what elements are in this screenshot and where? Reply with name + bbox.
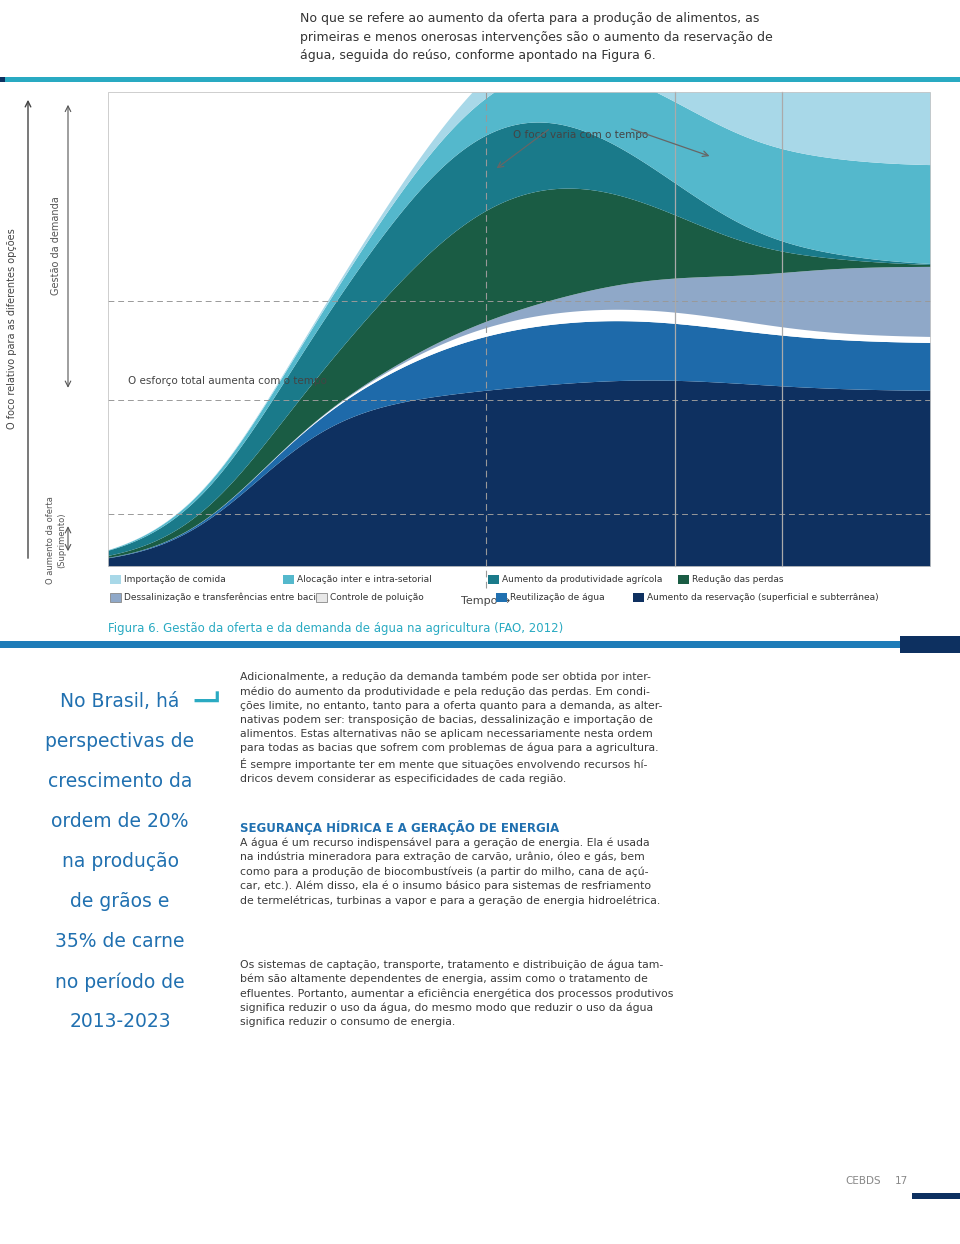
Text: 35% de carne: 35% de carne [56, 932, 184, 950]
Text: CEBDS: CEBDS [845, 1176, 880, 1186]
Text: Figura 6. Gestão da oferta e da demanda de água na agricultura (FAO, 2012): Figura 6. Gestão da oferta e da demanda … [108, 622, 564, 634]
Text: perspectivas de: perspectivas de [45, 731, 195, 751]
Text: O esforço total aumenta com o tempo: O esforço total aumenta com o tempo [128, 376, 326, 386]
Bar [110, 593, 121, 602]
Text: SEGURANÇA HÍDRICA E A GERAÇÃO DE ENERGIA: SEGURANÇA HÍDRICA E A GERAÇÃO DE ENERGIA [240, 820, 560, 835]
Text: O aumento da oferta
(Suprimento): O aumento da oferta (Suprimento) [46, 496, 66, 583]
Text: ⌐: ⌐ [182, 677, 215, 715]
Bar [496, 593, 507, 602]
Text: Aumento da reservação (superficial e subterrânea): Aumento da reservação (superficial e sub… [647, 593, 878, 602]
Text: Reutilização de água: Reutilização de água [510, 593, 605, 602]
Text: No Brasil, há: No Brasil, há [60, 692, 180, 712]
Bar [900, 636, 960, 653]
Text: ordem de 20%: ordem de 20% [51, 812, 189, 831]
Text: Importação de comida: Importação de comida [124, 575, 226, 583]
Text: Tempo →: Tempo → [462, 596, 511, 606]
Text: Adicionalmente, a redução da demanda também pode ser obtida por inter-
médio do : Adicionalmente, a redução da demanda tam… [240, 672, 662, 784]
Text: 2013-2023: 2013-2023 [69, 1013, 171, 1031]
Text: no período de: no período de [55, 972, 185, 991]
Bar [0, 641, 900, 648]
Text: de grãos e: de grãos e [70, 892, 170, 911]
Bar [633, 593, 644, 602]
Text: Os sistemas de captação, transporte, tratamento e distribuição de água tam-
bém : Os sistemas de captação, transporte, tra… [240, 959, 673, 1028]
Bar [108, 92, 930, 566]
Text: na produção: na produção [61, 852, 179, 871]
Bar [108, 92, 930, 566]
Text: Dessalinização e transferências entre bacias: Dessalinização e transferências entre ba… [124, 592, 326, 602]
Text: O foco relativo para as diferentes opções: O foco relativo para as diferentes opçõe… [7, 229, 17, 429]
Text: Controle de poluição: Controle de poluição [330, 593, 423, 602]
Bar [283, 575, 294, 583]
Text: Alocação inter e intra-setorial: Alocação inter e intra-setorial [297, 575, 432, 583]
Text: crescimento da: crescimento da [48, 773, 192, 791]
Text: Redução das perdas: Redução das perdas [692, 575, 783, 583]
Text: 17: 17 [895, 1176, 908, 1186]
Text: No que se refere ao aumento da oferta para a produção de alimentos, as
primeiras: No que se refere ao aumento da oferta pa… [300, 12, 773, 62]
Text: O foco varia com o tempo: O foco varia com o tempo [513, 131, 648, 141]
Bar [488, 575, 499, 583]
Bar [110, 575, 121, 583]
Bar [0, 77, 5, 82]
Bar [678, 575, 689, 583]
Bar [0, 77, 960, 82]
Text: Aumento da produtividade agrícola: Aumento da produtividade agrícola [502, 575, 662, 583]
Bar [912, 1193, 960, 1199]
Bar [316, 593, 327, 602]
Text: Gestão da demanda: Gestão da demanda [51, 197, 61, 295]
Text: A água é um recurso indispensável para a geração de energia. Ela é usada
na indú: A água é um recurso indispensável para a… [240, 837, 660, 906]
